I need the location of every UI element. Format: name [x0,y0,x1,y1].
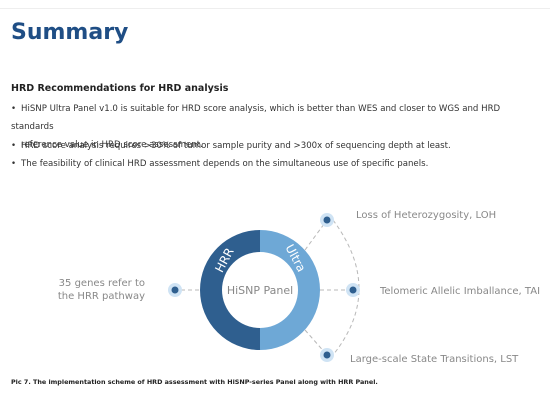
bullet-text: The feasibility of clinical HRD assessme… [21,159,429,169]
caption: Pic 7. The implementation scheme of HRD … [11,378,378,386]
bullet-text: HiSNP Ultra Panel v1.0 is suitable for H… [11,104,501,132]
node-label: Loss of Heterozygosity, LOH [356,210,496,221]
center-label: HiSNP Panel [227,284,293,297]
node-label: Large-scale State Transitions, LST [350,354,519,365]
ring-right [260,230,320,350]
top-rule [0,8,550,9]
title: Summary [11,20,129,45]
section-heading: HRD Recommendations for HRD analysis [11,83,229,94]
node-label: 35 genes refer to [59,278,145,289]
bullet: • The feasibility of clinical HRD assessm… [11,159,429,169]
node-label: Telomeric Allelic Imballance, TAI [379,286,540,297]
nodes [168,213,360,362]
node-label: the HRR pathway [58,291,145,302]
bullet: • HiSNP Ultra Panel v1.0 is suitable for … [11,100,541,154]
ring-left [200,230,260,350]
bullet-text: reference value in HRD score assessment. [21,140,203,150]
bullet: • HRD score analysis requires >30% of tum… [11,141,451,151]
bullet-text: HRD score analysis requires >30% of tumo… [21,141,451,151]
